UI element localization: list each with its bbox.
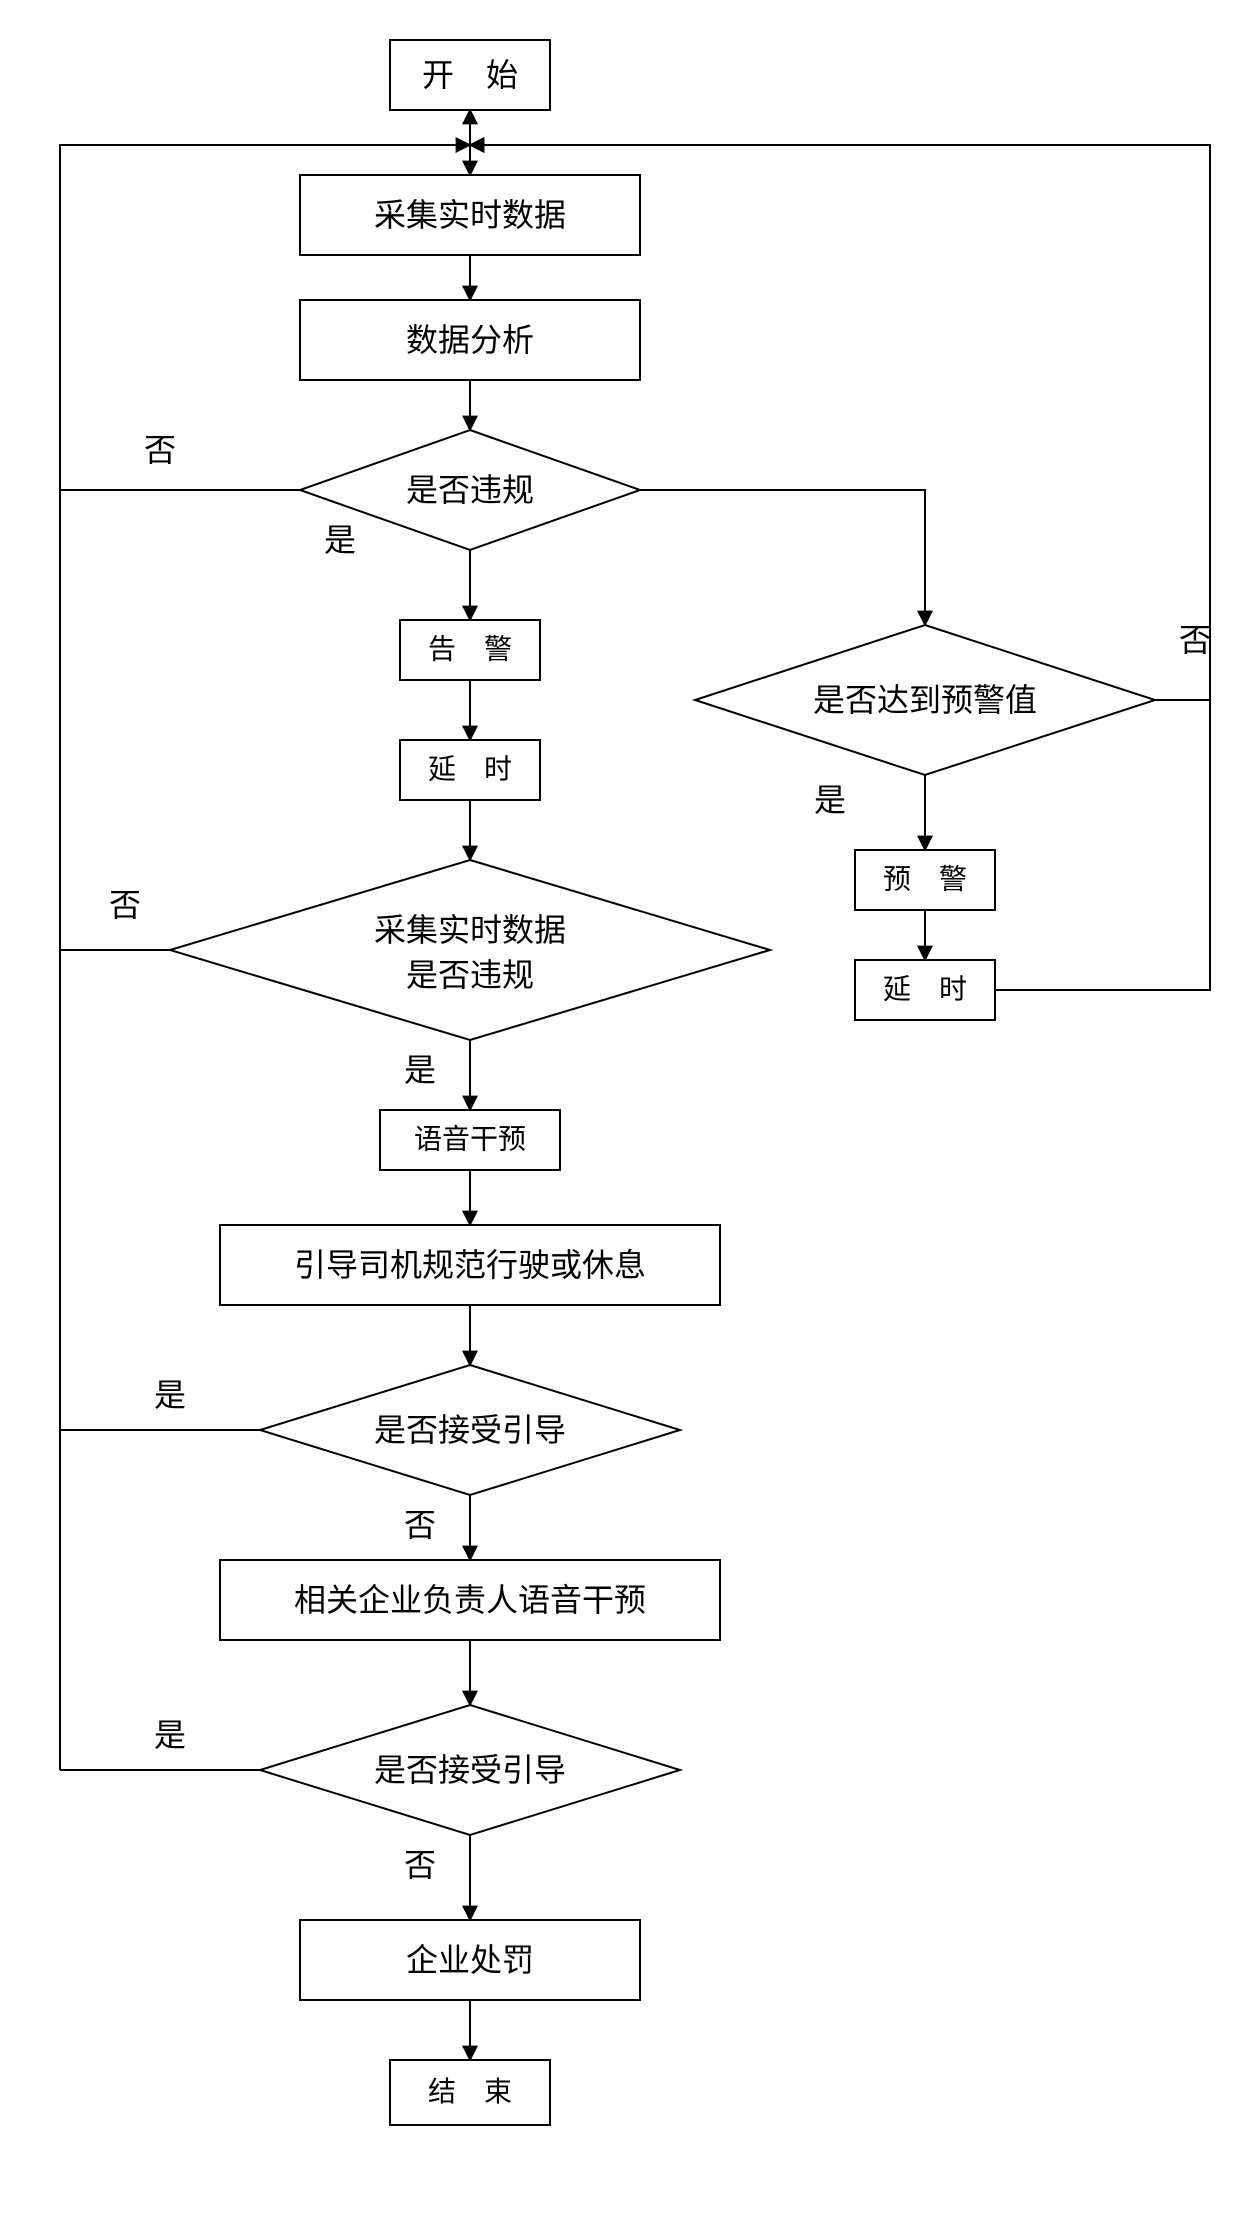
edge-label-threshold_yes: 是 [814, 782, 846, 818]
node-d_accept1-label: 是否接受引导 [374, 1412, 566, 1448]
node-prewarn-label: 预 警 [883, 864, 967, 896]
node-d_accept2-label: 是否接受引导 [374, 1752, 566, 1788]
node-d_violate-label: 是否违规 [406, 472, 534, 508]
edge-label-threshold_no: 否 [1179, 622, 1211, 658]
node-corp_voice-label: 相关企业负责人语音干预 [294, 1582, 646, 1618]
node-d_collect2 [170, 860, 770, 1040]
node-analyze-label: 数据分析 [406, 322, 534, 358]
edge-label-accept1_no: 否 [404, 1507, 436, 1543]
edge-delay2-loop [470, 145, 1210, 990]
node-delay2-label: 延 时 [883, 974, 967, 1006]
node-d_collect2-label1: 采集实时数据 [374, 912, 566, 948]
node-guide-label: 引导司机规范行驶或休息 [294, 1247, 646, 1283]
node-end-label: 结 束 [428, 2076, 512, 2108]
node-d_threshold-label: 是否达到预警值 [813, 682, 1037, 718]
edge-label-collect2_yes: 是 [404, 1052, 436, 1088]
flowchart: 开 始采集实时数据数据分析是否违规告 警延 时是否达到预警值预 警延 时采集实时… [0, 0, 1240, 2240]
node-alarm-label: 告 警 [428, 634, 512, 666]
node-penalty-label: 企业处罚 [406, 1942, 534, 1978]
node-start-label: 开 始 [422, 57, 518, 93]
edge-label-accept1_yes: 是 [154, 1377, 186, 1413]
node-d_collect2-label2: 是否违规 [406, 957, 534, 993]
edge-label-violate_no: 否 [144, 432, 176, 468]
edge-label-collect2_no: 否 [109, 887, 141, 923]
edge-label-violate_yes: 是 [324, 522, 356, 558]
node-voice-label: 语音干预 [414, 1124, 526, 1156]
node-collect-label: 采集实时数据 [374, 197, 566, 233]
node-delay1-label: 延 时 [428, 754, 512, 786]
edge-label-accept2_no: 否 [404, 1847, 436, 1883]
edge-violate-threshold [640, 490, 925, 625]
edge-label-accept2_yes: 是 [154, 1717, 186, 1753]
